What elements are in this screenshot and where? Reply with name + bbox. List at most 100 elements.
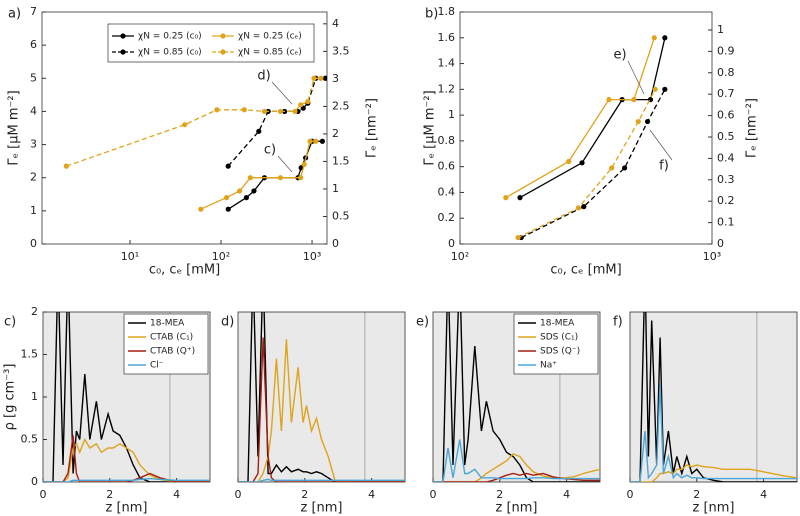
y2-tick-label: 2.5 xyxy=(332,99,350,112)
y2-tick-label: 3 xyxy=(332,72,339,85)
data-point xyxy=(566,158,572,165)
data-point xyxy=(261,108,268,115)
data-point xyxy=(277,108,284,115)
y2-tick-label: 0.2 xyxy=(717,194,735,207)
annotation: d) xyxy=(257,69,270,84)
x-axis-label: c₀, cₑ [mM] xyxy=(550,263,621,278)
data-point xyxy=(635,118,641,125)
y-tick-label: 2 xyxy=(31,305,38,318)
y-tick-label: 0.8 xyxy=(438,134,456,147)
y2-tick-label: 1 xyxy=(717,23,724,36)
annotation: e) xyxy=(613,48,626,63)
data-point xyxy=(631,97,637,103)
data-point xyxy=(247,175,253,181)
data-point xyxy=(322,75,327,81)
x-tick-label: 4 xyxy=(368,488,375,501)
x-axis-label: z [nm] xyxy=(692,501,734,516)
y-tick-label: 2 xyxy=(30,171,37,184)
data-point xyxy=(652,86,658,92)
legend-box xyxy=(123,313,209,375)
data-point xyxy=(609,165,615,171)
y2-tick-label: 0.1 xyxy=(717,216,735,229)
data-point xyxy=(243,195,249,201)
x-tick-label: 4 xyxy=(760,488,767,501)
axes-frame xyxy=(432,311,601,483)
y-tick-label: 0.2 xyxy=(438,211,456,224)
data-point xyxy=(251,188,257,194)
y-tick-label: 0 xyxy=(31,475,38,488)
x-tick-label: 2 xyxy=(106,488,113,501)
legend-label: SDS (Q⁻) xyxy=(540,347,580,357)
x-tick-label: 0 xyxy=(430,488,437,501)
data-point xyxy=(503,195,509,201)
legend-label: 18-MEA xyxy=(150,319,185,329)
series-line xyxy=(433,453,600,482)
plot-area xyxy=(238,312,405,482)
legend-marker xyxy=(120,33,126,39)
series-line xyxy=(43,435,210,482)
data-point xyxy=(236,188,243,194)
legend-label: CTAB (Q⁺) xyxy=(150,347,195,357)
y2-tick-label: 0.3 xyxy=(717,173,735,186)
y-tick-label: 1 xyxy=(31,390,38,403)
y-tick-label: 1.6 xyxy=(438,31,456,44)
series-line xyxy=(43,437,210,482)
plot-area xyxy=(63,75,327,212)
data-point xyxy=(575,205,581,211)
x-tick-label: 0 xyxy=(627,488,634,501)
x-tick-label: 4 xyxy=(173,488,180,501)
y-tick-label: 0.4 xyxy=(438,185,456,198)
legend-marker xyxy=(220,33,226,39)
x-tick-label: 10² xyxy=(451,250,469,263)
x-tick-label: 10³ xyxy=(303,250,321,263)
simulation-snapshot xyxy=(630,312,797,482)
data-point xyxy=(644,118,651,125)
y2-tick-label: 1 xyxy=(332,182,339,195)
x-axis-label: c₀, cₑ [mM] xyxy=(149,263,220,278)
axes-frame xyxy=(629,311,798,483)
data-point xyxy=(579,160,585,166)
y-tick-label: 1 xyxy=(448,108,455,121)
y-tick-label: 6 xyxy=(30,38,37,51)
y-tick-label: 1.2 xyxy=(438,82,456,95)
legend-label: 18-MEA xyxy=(540,319,575,329)
data-point xyxy=(606,97,612,103)
y-tick-label: 4 xyxy=(30,104,37,117)
x-tick-label: 2 xyxy=(496,488,503,501)
series-line xyxy=(238,312,405,482)
panel-label: e) xyxy=(416,315,429,330)
annotation: c) xyxy=(264,143,276,158)
panel-label: a) xyxy=(8,7,21,22)
legend-box xyxy=(513,313,599,375)
y-tick-label: 0 xyxy=(448,237,455,250)
data-point xyxy=(256,128,262,134)
series-line xyxy=(519,37,666,199)
data-point xyxy=(319,138,326,144)
x-axis-label: z [nm] xyxy=(105,501,147,516)
x-axis-label: z [nm] xyxy=(300,501,342,516)
series-line xyxy=(433,312,600,482)
y2-tick-label: 0.5 xyxy=(717,130,735,143)
y-tick-label: 0 xyxy=(30,237,37,250)
annotation: f) xyxy=(659,159,669,174)
annotation-pointer xyxy=(649,129,673,161)
y2-tick-label: 4 xyxy=(332,17,339,30)
y-tick-label: 5 xyxy=(30,71,37,84)
x-tick-label: 2 xyxy=(301,488,308,501)
y-tick-label: 0.5 xyxy=(21,433,39,446)
x-axis-label: z [nm] xyxy=(495,501,537,516)
data-point xyxy=(662,35,668,41)
annotation-pointer xyxy=(277,155,293,173)
y-tick-label: 1.4 xyxy=(438,57,456,70)
y2-tick-label: 0.7 xyxy=(717,87,735,100)
panel-label: f) xyxy=(613,315,623,330)
legend-label: CTAB (C₁) xyxy=(150,333,193,343)
data-point xyxy=(311,75,317,81)
axes-frame xyxy=(41,11,328,245)
annotation-pointer xyxy=(271,81,293,105)
data-point xyxy=(277,175,284,181)
data-point xyxy=(63,163,69,169)
legend-label: χN = 0.85 (c₀) xyxy=(138,48,202,58)
series-line xyxy=(520,88,666,239)
